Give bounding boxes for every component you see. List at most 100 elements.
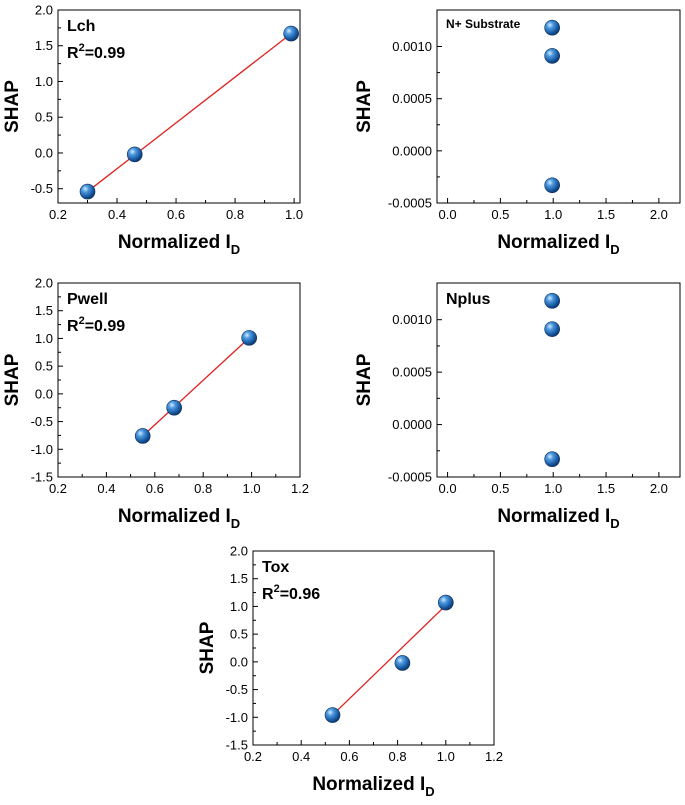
y-tick-label: 1.5 (230, 571, 248, 586)
x-tick-label: 0.2 (49, 481, 67, 496)
plot-frame (252, 550, 495, 746)
x-tick-label: 1.0 (544, 481, 562, 496)
x-tick-label: 0.8 (194, 481, 212, 496)
x-tick-label: 0.6 (340, 749, 358, 764)
data-point (437, 594, 454, 611)
data-point (126, 146, 143, 163)
data-point (544, 177, 560, 194)
r-squared-label: R2=0.99 (67, 315, 125, 335)
x-tick-label: 1.0 (437, 749, 455, 764)
y-tick-label: -0.0005 (388, 196, 432, 211)
fit-line (87, 33, 292, 193)
data-point (544, 321, 560, 337)
x-axis-title: Normalized ID (497, 506, 619, 531)
y-axis-title: SHAP (2, 80, 23, 133)
x-axis-title: Normalized ID (497, 232, 619, 257)
data-point (394, 655, 411, 671)
chart-panel-5: 0.2 0.4 0.6 0.8 1.0 1.2 -1.5 -1.0 -0.5 0.0 0.5 1.0 1… (197, 544, 503, 800)
data-point (544, 451, 560, 467)
x-tick-label: 2.0 (650, 481, 668, 496)
y-axis-title: SHAP (2, 353, 23, 406)
chart-panel-4: 0.0 0.5 1.0 1.5 2.0 -0.0005 0.0000 0.0005 0.0010… (354, 282, 681, 531)
y-tick-label: 0.5 (35, 359, 53, 374)
fit-line (332, 604, 447, 716)
y-tick-label: 1.0 (230, 599, 248, 614)
y-tick-label: 0.0010 (392, 312, 432, 327)
y-tick-label: 2.0 (35, 3, 53, 18)
x-tick-label: 0.2 (244, 749, 262, 764)
y-tick-label: -0.5 (226, 682, 248, 697)
y-tick-label: -1.0 (31, 442, 53, 457)
x-tick-label: 1.0 (544, 207, 562, 222)
x-axis-title: Normalized ID (118, 506, 240, 531)
y-axis-title: SHAP (354, 80, 375, 133)
plot-frame (57, 9, 301, 204)
chart-panel-3: 0.2 0.4 0.6 0.8 1.0 1.2 -1.5 -1.0 -0.5 0.0 0.5 1.0 1… (2, 276, 309, 532)
y-tick-label: 2.0 (230, 544, 248, 559)
y-tick-label: -0.5 (31, 181, 53, 196)
y-tick-label: 0.0005 (392, 365, 432, 380)
y-tick-label: -0.5 (31, 414, 53, 429)
x-tick-label: 0.4 (108, 207, 126, 222)
x-tick-label: 0.5 (491, 481, 509, 496)
y-tick-label: 0.5 (230, 627, 248, 642)
x-tick-label: 1.2 (291, 481, 309, 496)
x-axis-title: Normalized ID (118, 232, 240, 257)
x-tick-label: 0.8 (389, 749, 407, 764)
panel-label: Tox (262, 559, 289, 576)
panel-label: Lch (67, 18, 95, 35)
x-tick-label: 0.0 (439, 207, 457, 222)
x-tick-label: 0.8 (226, 207, 244, 222)
x-tick-label: 1.0 (243, 481, 261, 496)
data-point (544, 293, 560, 309)
x-tick-label: 0.0 (439, 481, 457, 496)
y-tick-label: 1.0 (35, 331, 53, 346)
x-tick-label: 0.6 (167, 207, 185, 222)
fit-line (142, 337, 250, 437)
y-tick-label: -1.5 (226, 738, 248, 753)
panel-label: N+ Substrate (446, 17, 521, 31)
x-tick-label: 1.5 (597, 481, 615, 496)
x-axis-title: Normalized ID (312, 774, 434, 799)
y-tick-label: 0.0005 (392, 91, 432, 106)
panel-label: Pwell (67, 291, 108, 308)
chart-panel-2: 0.0 0.5 1.0 1.5 2.0 -0.0005 0.0000 0.0005 0.0010… (354, 9, 681, 257)
chart-panel-1: 0.2 0.4 0.6 0.8 1.0 -0.5 0.0 0.5 1.0 1.5 2.0 Normal… (2, 3, 303, 258)
x-tick-label: 1.2 (485, 749, 503, 764)
y-tick-label: 1.5 (35, 38, 53, 53)
x-tick-label: 1.0 (285, 207, 303, 222)
y-tick-label: 2.0 (35, 276, 53, 291)
y-tick-label: 1.5 (35, 303, 53, 318)
y-tick-label: -1.5 (31, 470, 53, 485)
plot-frame (57, 282, 301, 478)
data-point (166, 399, 182, 416)
data-point (544, 19, 560, 36)
y-axis-title: SHAP (197, 621, 218, 674)
r-squared-label: R2=0.99 (67, 42, 125, 62)
y-axis-title: SHAP (354, 353, 375, 406)
x-tick-label: 0.4 (292, 749, 310, 764)
y-tick-label: 1.0 (35, 74, 53, 89)
y-tick-label: -0.0005 (388, 470, 432, 485)
y-tick-label: 0.0010 (392, 39, 432, 54)
x-tick-label: 0.4 (97, 481, 115, 496)
y-tick-label: 0.0 (35, 386, 53, 401)
panel-label: Nplus (446, 291, 491, 308)
y-tick-label: 0.0000 (392, 143, 432, 158)
data-point (544, 48, 560, 64)
x-tick-label: 0.6 (146, 481, 164, 496)
plot-frame (436, 9, 681, 204)
r-squared-label: R2=0.96 (262, 583, 320, 603)
plot-frame (436, 282, 681, 478)
y-tick-label: 0.5 (35, 110, 53, 125)
data-point (79, 183, 96, 200)
x-tick-label: 2.0 (650, 207, 668, 222)
y-tick-label: -1.0 (226, 710, 248, 725)
y-tick-label: 0.0 (35, 145, 53, 160)
x-tick-label: 0.2 (49, 207, 67, 222)
data-point (134, 428, 151, 444)
data-point (241, 330, 257, 346)
y-tick-label: 0.0000 (392, 417, 432, 432)
data-point (283, 25, 299, 42)
